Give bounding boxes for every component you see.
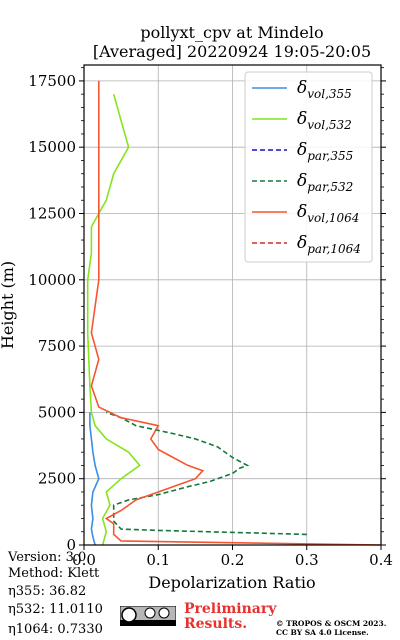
copyright-line2: CC BY SA 4.0 License. (276, 628, 369, 637)
x-tick-label: 0.3 (295, 551, 319, 569)
series-line (86, 93, 141, 546)
preliminary-label: Preliminary Results. (184, 602, 276, 632)
x-axis-label: Depolarization Ratio (148, 573, 315, 592)
legend-label: δvol,532 (297, 109, 352, 132)
y-tick-label: 7500 (38, 337, 76, 355)
legend-label: δvol,1064 (297, 202, 359, 225)
series-line (89, 412, 100, 546)
x-tick-label: 0.2 (221, 551, 245, 569)
cc-license-badge-icon (120, 606, 176, 626)
eta532-text: η532: 11.0110 (8, 602, 103, 617)
x-tick-label: 0.1 (146, 551, 170, 569)
plot-frame (83, 64, 382, 546)
series-line (106, 411, 307, 536)
eta355-text: η355: 36.82 (8, 584, 87, 599)
y-tick-label: 12500 (28, 205, 76, 223)
chart-subtitle: [Averaged] 20220924 19:05-20:05 (93, 42, 371, 61)
y-tick-label: 2500 (38, 470, 76, 488)
y-tick-label: 5000 (38, 403, 76, 421)
legend-label: δpar,355 (297, 140, 353, 163)
y-axis-label: Height (m) (0, 261, 17, 349)
copyright-line1: © TROPOS & OSCM 2023. (276, 619, 387, 628)
x-tick-label: 0.4 (369, 551, 393, 569)
series-line (90, 80, 382, 546)
y-tick-label: 10000 (28, 271, 76, 289)
method-text: Method: Klett (8, 566, 100, 581)
chart-title: pollyxt_cpv at Mindelo (140, 23, 323, 42)
version-text: Version: 3.0 (8, 550, 87, 565)
y-tick-label: 0 (66, 536, 76, 554)
x-tick-label: 0.0 (72, 551, 96, 569)
y-tick-label: 15000 (28, 138, 76, 156)
eta1064-text: η1064: 0.7330 (8, 622, 103, 637)
y-tick-label: 17500 (28, 72, 76, 90)
legend-label: δpar,532 (297, 171, 353, 194)
copyright-label: © TROPOS & OSCM 2023. CC BY SA 4.0 Licen… (276, 619, 386, 637)
preliminary-line1: Preliminary (184, 601, 277, 617)
legend-label: δvol,355 (297, 78, 352, 101)
legend-label: δpar,1064 (297, 233, 361, 256)
preliminary-line2: Results. (184, 616, 248, 632)
